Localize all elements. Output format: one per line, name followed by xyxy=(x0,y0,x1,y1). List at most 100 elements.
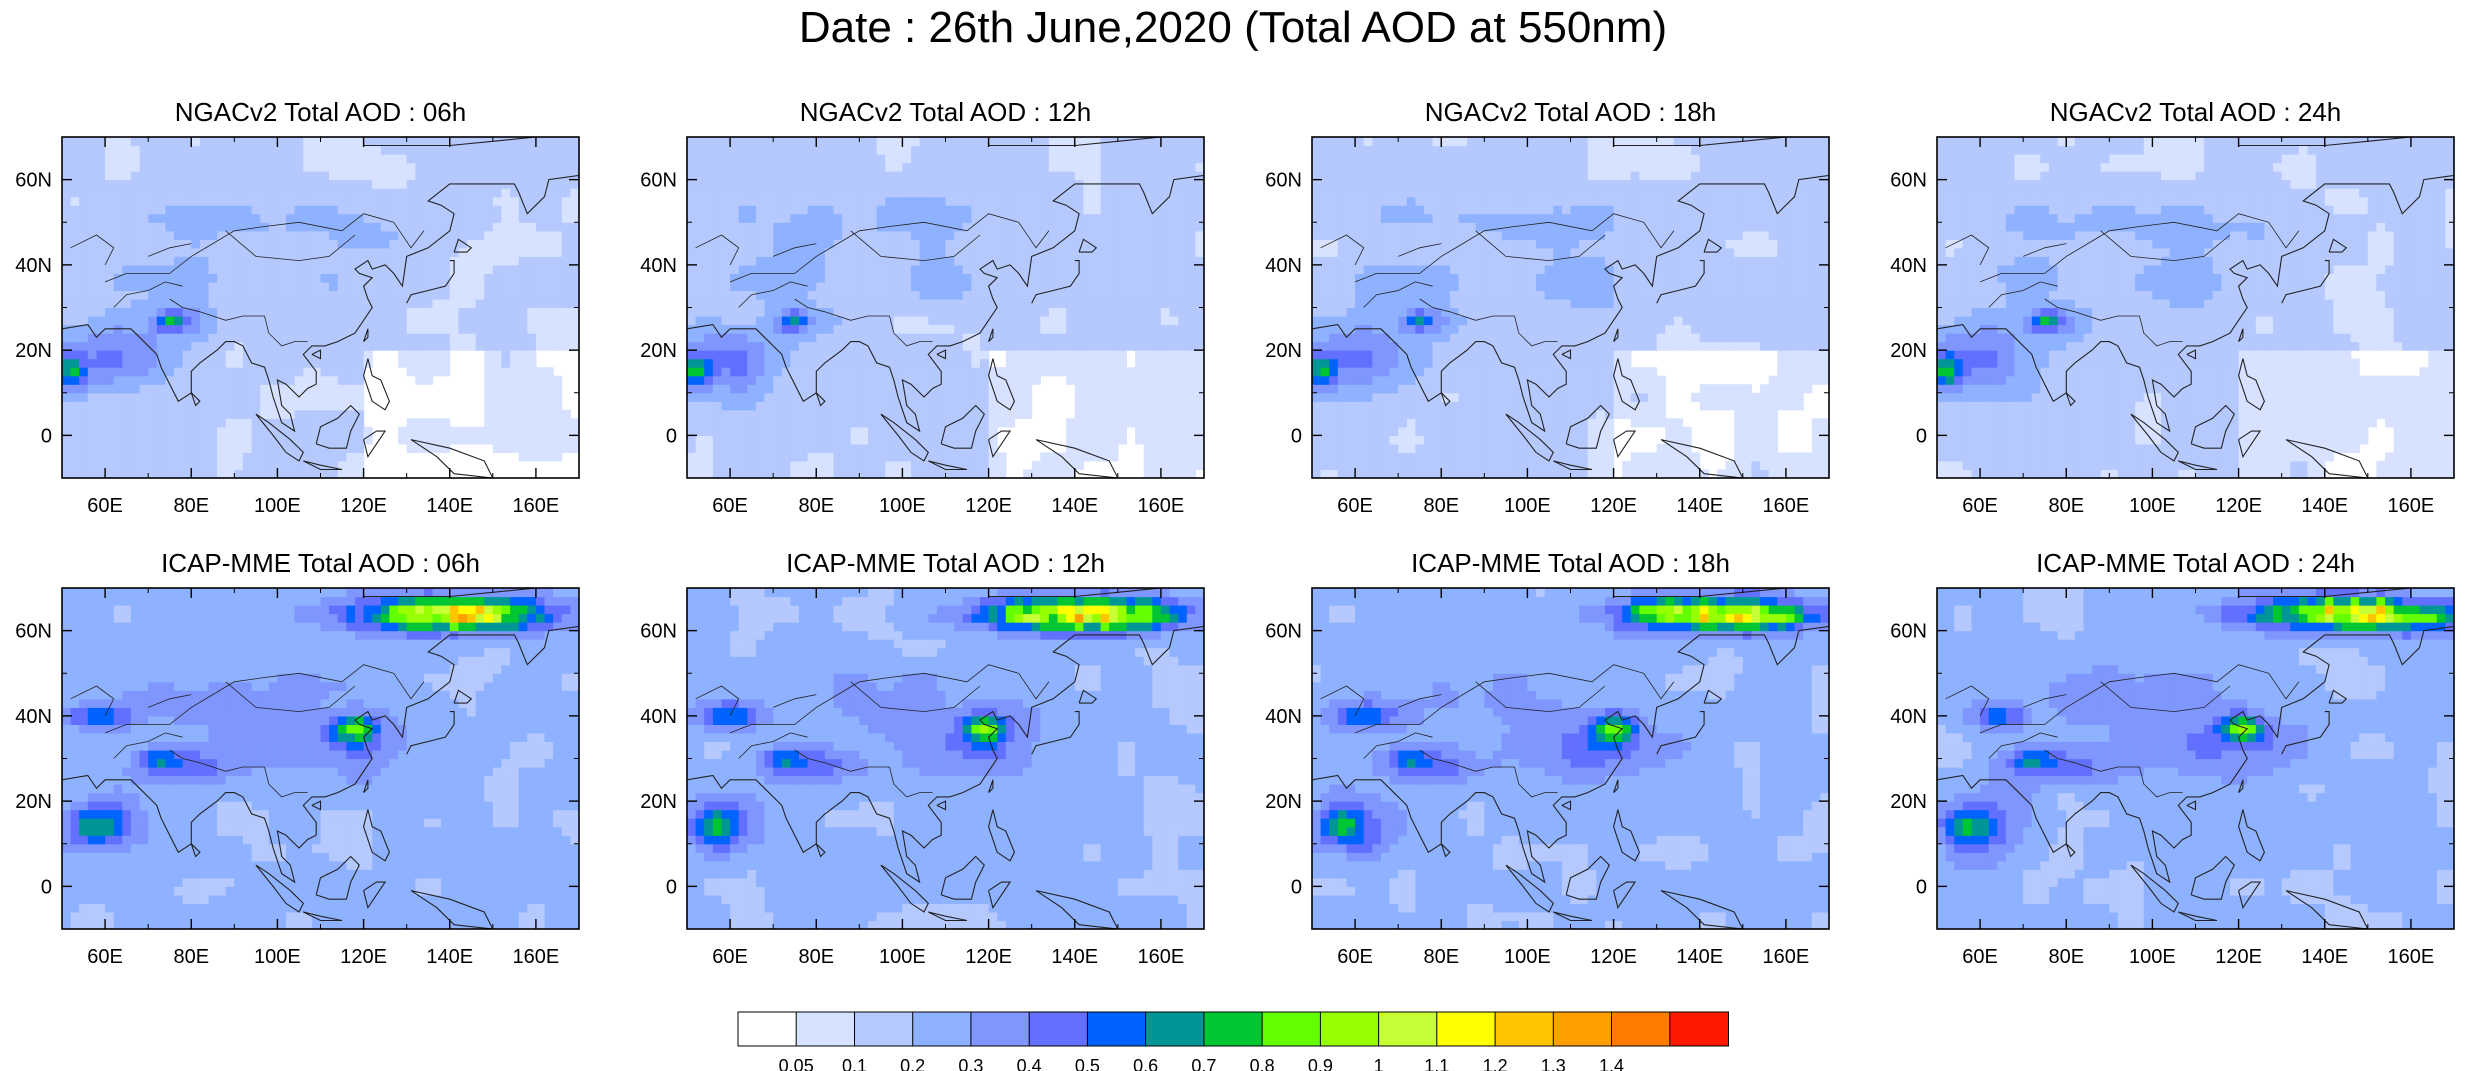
aod-cell xyxy=(850,239,860,249)
aod-cell xyxy=(139,401,149,411)
aod-cell xyxy=(876,281,886,291)
aod-cell xyxy=(781,213,791,223)
aod-cell xyxy=(997,341,1007,351)
aod-cell xyxy=(415,154,425,164)
aod-cell xyxy=(510,350,520,360)
aod-cell xyxy=(1117,154,1127,164)
aod-cell xyxy=(1057,188,1067,198)
aod-cell xyxy=(346,299,356,309)
aod-cell xyxy=(518,256,528,266)
aod-cell xyxy=(962,188,972,198)
aod-cell xyxy=(1372,392,1382,402)
aod-cell xyxy=(1186,409,1196,419)
aod-cell xyxy=(1048,350,1059,360)
aod-cell xyxy=(1372,222,1382,232)
aod-cell xyxy=(1152,307,1162,317)
aod-cell xyxy=(398,264,408,274)
aod-cell xyxy=(398,171,408,181)
aod-cell xyxy=(174,409,184,419)
aod-cell xyxy=(1320,281,1330,291)
aod-cell xyxy=(527,256,537,266)
aod-cell xyxy=(962,273,972,283)
lat-tick-label: 20N xyxy=(15,340,52,362)
aod-cell xyxy=(1066,256,1076,266)
aod-cell xyxy=(286,299,296,309)
aod-cell xyxy=(355,358,365,368)
aod-cell xyxy=(773,230,783,240)
aod-cell xyxy=(1048,460,1059,470)
aod-cell xyxy=(1337,196,1347,206)
aod-cell xyxy=(96,281,106,291)
aod-cell xyxy=(936,239,947,249)
aod-cell xyxy=(1057,307,1067,317)
aod-cell xyxy=(1100,418,1110,428)
aod-cell xyxy=(139,188,149,198)
aod-cell xyxy=(1135,256,1145,266)
aod-cell xyxy=(251,324,261,334)
aod-cell xyxy=(130,239,141,249)
aod-cell xyxy=(704,401,714,411)
aod-cell xyxy=(1186,273,1196,283)
aod-cell xyxy=(764,392,774,402)
aod-cell xyxy=(79,230,89,240)
aod-cell xyxy=(423,256,434,266)
aod-cell xyxy=(1160,239,1171,249)
aod-cell xyxy=(139,179,149,189)
aod-cell xyxy=(1031,358,1041,368)
aod-cell xyxy=(1014,316,1024,326)
aod-cell xyxy=(561,435,571,445)
aod-cell xyxy=(87,179,97,189)
aod-cell xyxy=(234,179,244,189)
aod-cell xyxy=(122,137,132,147)
aod-cell xyxy=(1074,213,1084,223)
aod-cell xyxy=(1178,273,1188,283)
aod-cell xyxy=(329,316,339,326)
aod-cell xyxy=(277,443,287,453)
aod-cell xyxy=(225,213,235,223)
aod-cell xyxy=(868,188,878,198)
aod-cell xyxy=(242,358,253,368)
aod-cell xyxy=(1169,162,1179,172)
aod-cell xyxy=(130,290,141,300)
aod-cell xyxy=(475,205,485,215)
aod-cell xyxy=(96,179,106,189)
aod-cell xyxy=(96,290,106,300)
aod-cell xyxy=(781,264,791,274)
aod-cell xyxy=(346,256,356,266)
aod-cell xyxy=(824,154,835,164)
aod-cell xyxy=(260,154,270,164)
aod-cell xyxy=(1178,401,1188,411)
aod-cell xyxy=(755,256,766,266)
aod-cell xyxy=(1152,375,1162,385)
aod-cell xyxy=(816,384,826,394)
aod-cell xyxy=(518,196,528,206)
aod-cell xyxy=(294,162,304,172)
aod-cell xyxy=(876,196,886,206)
aod-cell xyxy=(105,375,115,385)
aod-cell xyxy=(1014,213,1024,223)
aod-cell xyxy=(790,316,800,326)
aod-cell xyxy=(1355,230,1365,240)
aod-cell xyxy=(816,443,826,453)
aod-cell xyxy=(954,213,964,223)
aod-cell xyxy=(277,264,287,274)
coastline xyxy=(815,392,826,407)
aod-cell xyxy=(1126,299,1136,309)
aod-cell xyxy=(1109,205,1119,215)
aod-cell xyxy=(79,213,89,223)
aod-cell xyxy=(1195,401,1204,411)
aod-cell xyxy=(1363,171,1373,181)
aod-cell xyxy=(928,188,938,198)
aod-cell xyxy=(911,358,921,368)
aod-cell xyxy=(182,341,192,351)
aod-cell xyxy=(781,316,791,326)
aod-cell xyxy=(1337,188,1347,198)
aod-cell xyxy=(432,154,442,164)
aod-cell xyxy=(1363,443,1373,453)
aod-cell xyxy=(833,171,843,181)
aod-cell xyxy=(208,324,218,334)
aod-cell xyxy=(329,145,339,155)
aod-cell xyxy=(251,162,261,172)
aod-cell xyxy=(62,341,72,351)
aod-cell xyxy=(1143,299,1153,309)
